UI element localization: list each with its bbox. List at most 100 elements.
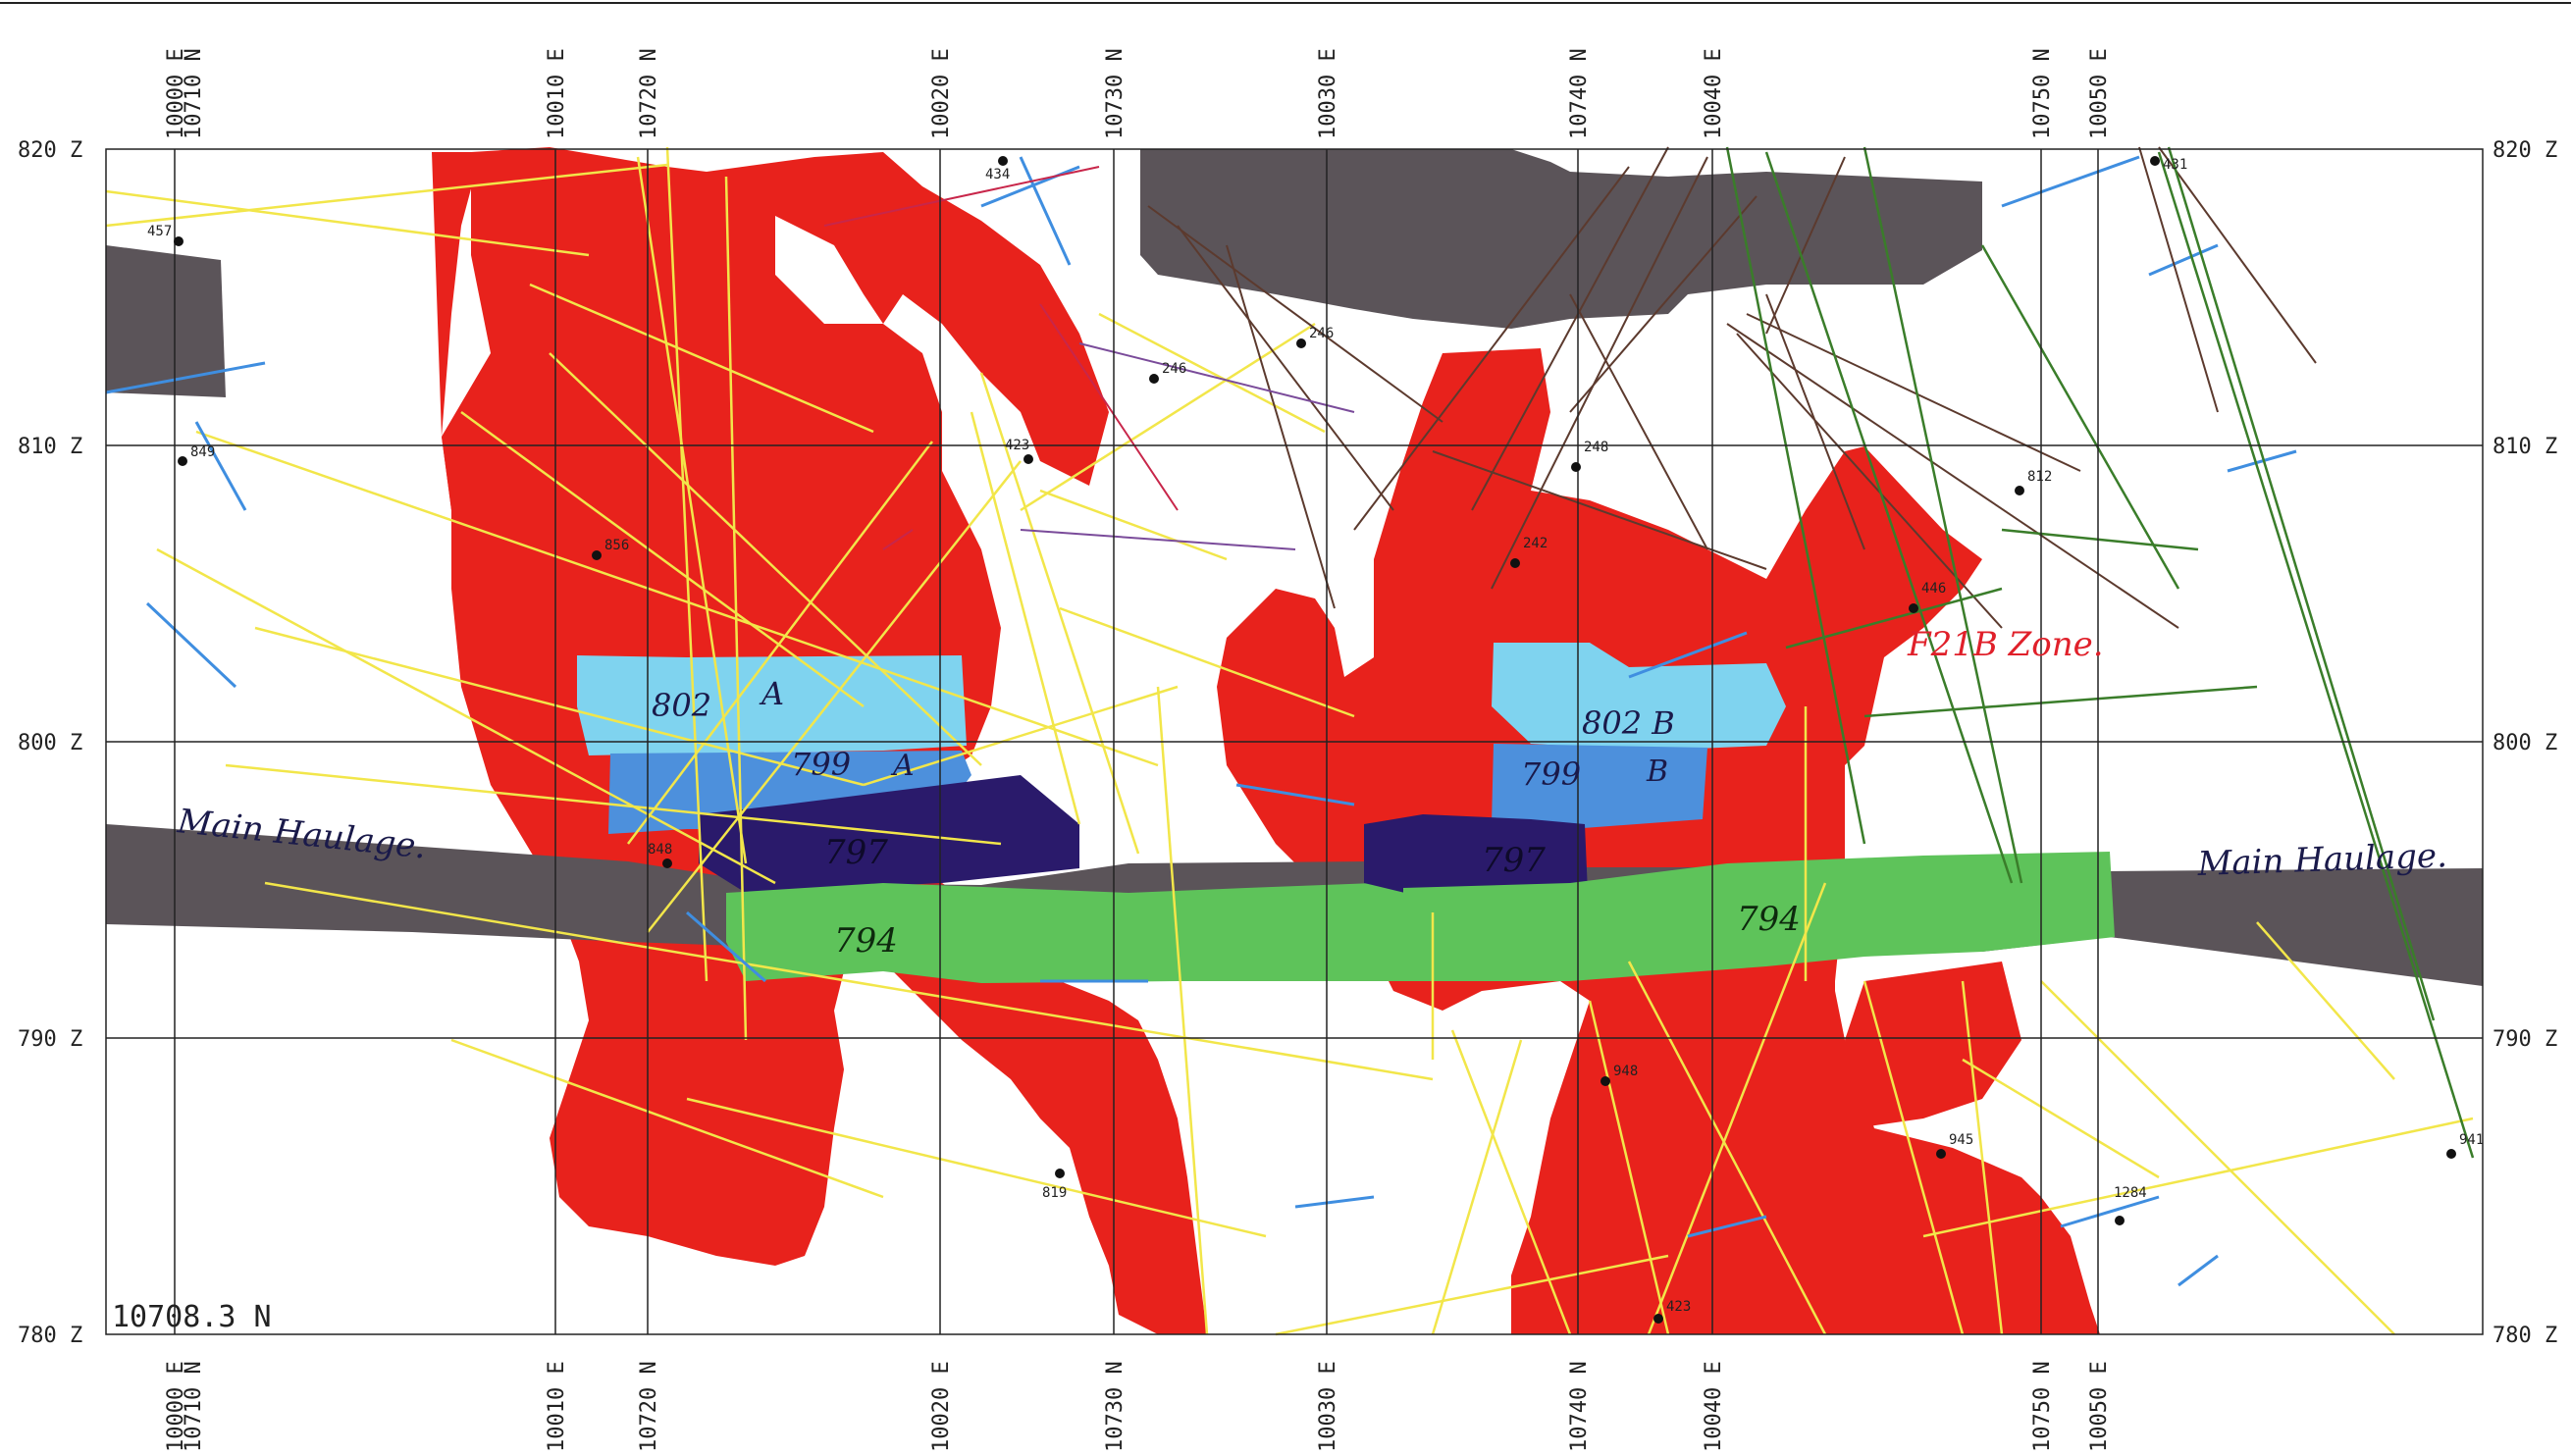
level-797A-label: 797 bbox=[824, 833, 888, 872]
level-794B bbox=[1403, 852, 2115, 981]
level-794B-label: 794 bbox=[1737, 900, 1801, 939]
level-799A-label: 799 bbox=[791, 746, 851, 783]
top-10000E: 10000 E bbox=[164, 48, 188, 139]
level-797A bbox=[699, 775, 1079, 893]
drillholes-brown bbox=[1147, 146, 2317, 629]
hole-marker: 945 bbox=[1936, 1132, 1973, 1159]
elev-790-left: 790 Z bbox=[18, 1027, 82, 1052]
elev-790-right: 790 Z bbox=[2492, 1027, 2557, 1052]
upper-drift bbox=[1140, 149, 1982, 329]
svg-text:945: 945 bbox=[1949, 1132, 1973, 1148]
hole-marker: 434 bbox=[985, 156, 1010, 182]
elevation-labels-left: 820 Z 810 Z 800 Z 790 Z 780 Z bbox=[18, 138, 82, 1348]
svg-text:246: 246 bbox=[1309, 326, 1334, 341]
hole-marker: 246 bbox=[1149, 361, 1186, 384]
svg-text:941: 941 bbox=[2459, 1132, 2484, 1148]
elev-810-right: 810 Z bbox=[2492, 435, 2557, 459]
top-10030E: 10030 E bbox=[1316, 48, 1340, 139]
svg-text:848: 848 bbox=[648, 842, 672, 858]
hole-marker: 431 bbox=[2150, 156, 2187, 173]
top-10710N: 10710 N bbox=[182, 48, 206, 139]
drillholes-other bbox=[823, 166, 1179, 550]
hole-marker: 423 bbox=[1653, 1299, 1691, 1324]
orebody-right bbox=[1217, 348, 2100, 1334]
hole-marker: 1284 bbox=[2114, 1185, 2147, 1225]
hole-marker: 246 bbox=[1296, 326, 1334, 348]
drillholes-green bbox=[1725, 146, 2475, 1159]
bottom-10750N: 10750 N bbox=[2030, 1361, 2055, 1452]
hole-marker: 423 bbox=[1005, 438, 1033, 464]
bottom-10020E: 10020 E bbox=[929, 1361, 954, 1452]
svg-text:423: 423 bbox=[1005, 438, 1029, 453]
level-799B-label: 799 bbox=[1521, 755, 1581, 793]
svg-text:248: 248 bbox=[1584, 440, 1608, 455]
svg-text:812: 812 bbox=[2027, 469, 2052, 485]
hole-marker: 848 bbox=[648, 842, 672, 868]
elev-800-left: 800 Z bbox=[18, 731, 82, 755]
hole-marker: 812 bbox=[2015, 469, 2052, 495]
level-802B-label: 802 B bbox=[1582, 704, 1675, 742]
top-10740N: 10740 N bbox=[1567, 48, 1592, 139]
section-label: 10708.3 N bbox=[112, 1300, 272, 1334]
level-797B-label: 797 bbox=[1482, 841, 1546, 880]
hole-marker: 849 bbox=[178, 444, 215, 466]
bottom-10740N: 10740 N bbox=[1567, 1361, 1592, 1452]
orebody-left-top bbox=[432, 152, 491, 608]
svg-text:246: 246 bbox=[1162, 361, 1186, 377]
level-802A bbox=[577, 655, 967, 755]
bottom-10030E: 10030 E bbox=[1316, 1361, 1340, 1452]
zone-label: F21B Zone. bbox=[1907, 625, 2104, 664]
svg-text:1284: 1284 bbox=[2114, 1185, 2147, 1201]
drillholes-yellow bbox=[105, 146, 2474, 1336]
svg-text:446: 446 bbox=[1921, 581, 1946, 597]
top-10050E: 10050 E bbox=[2087, 48, 2112, 139]
top-10040E: 10040 E bbox=[1702, 48, 1726, 139]
left-drift bbox=[106, 245, 226, 397]
svg-text:434: 434 bbox=[985, 167, 1010, 182]
elev-780-right: 780 Z bbox=[2492, 1324, 2557, 1348]
coord-labels-top: 10000 E 10710 N 10010 E 10720 N 10020 E … bbox=[164, 48, 2112, 139]
bottom-10710N: 10710 N bbox=[182, 1361, 206, 1452]
svg-text:457: 457 bbox=[147, 224, 172, 239]
svg-text:423: 423 bbox=[1666, 1299, 1691, 1315]
elev-820-right: 820 Z bbox=[2492, 138, 2557, 163]
top-10020E: 10020 E bbox=[929, 48, 954, 139]
svg-text:849: 849 bbox=[190, 444, 215, 460]
svg-text:948: 948 bbox=[1613, 1064, 1638, 1079]
elev-780-left: 780 Z bbox=[18, 1324, 82, 1348]
coord-labels-bottom: 10000 E 10710 N 10010 E 10720 N 10020 E … bbox=[164, 1361, 2112, 1452]
elev-800-right: 800 Z bbox=[2492, 731, 2557, 755]
bottom-10000E: 10000 E bbox=[164, 1361, 188, 1452]
orebody-right-lower bbox=[1845, 962, 2021, 1128]
hole-marker: 446 bbox=[1909, 581, 1946, 613]
hole-marker: 248 bbox=[1571, 440, 1608, 472]
grid bbox=[105, 148, 2484, 1335]
level-799B bbox=[1492, 744, 1707, 829]
drillholes-purple bbox=[1020, 342, 1355, 550]
elevation-labels-right: 820 Z 810 Z 800 Z 790 Z 780 Z bbox=[2492, 138, 2557, 1348]
level-802A-label: 802 bbox=[652, 687, 711, 724]
hole-marker: 819 bbox=[1042, 1169, 1067, 1201]
level-799A-suffix: A bbox=[890, 749, 915, 783]
level-797B bbox=[1364, 814, 1588, 895]
level-802A-suffix: A bbox=[759, 675, 784, 712]
top-10010E: 10010 E bbox=[545, 48, 569, 139]
hole-marker: 948 bbox=[1600, 1064, 1638, 1086]
elev-810-left: 810 Z bbox=[18, 435, 82, 459]
bottom-10730N: 10730 N bbox=[1103, 1361, 1128, 1452]
svg-text:819: 819 bbox=[1042, 1185, 1067, 1201]
svg-text:242: 242 bbox=[1523, 536, 1548, 551]
top-10720N: 10720 N bbox=[637, 48, 661, 139]
drillholes-blue bbox=[105, 155, 2297, 1287]
bottom-10050E: 10050 E bbox=[2087, 1361, 2112, 1452]
top-10730N: 10730 N bbox=[1103, 48, 1128, 139]
main-haulage-label-right: Main Haulage. bbox=[2196, 836, 2448, 884]
bottom-10040E: 10040 E bbox=[1702, 1361, 1726, 1452]
elev-820-left: 820 Z bbox=[18, 138, 82, 163]
hole-marker: 941 bbox=[2446, 1132, 2484, 1159]
level-794A bbox=[726, 883, 1403, 983]
level-799B-suffix: B bbox=[1646, 754, 1668, 789]
svg-text:431: 431 bbox=[2163, 157, 2187, 173]
top-10750N: 10750 N bbox=[2030, 48, 2055, 139]
